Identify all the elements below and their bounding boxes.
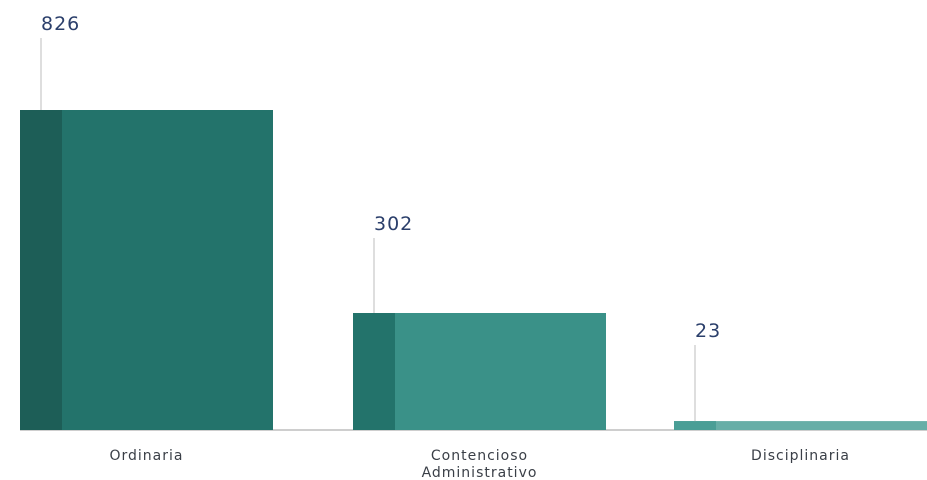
category-label-1-line-0: Contencioso bbox=[431, 448, 528, 464]
category-label-2: Disciplinaria bbox=[751, 448, 850, 464]
bar-accent-1 bbox=[353, 313, 395, 430]
category-label-1-line-1: Administrativo bbox=[422, 465, 538, 480]
bar-accent-0 bbox=[20, 110, 62, 430]
bars-group bbox=[20, 110, 927, 430]
category-label-0: Ordinaria bbox=[110, 448, 184, 464]
value-label-1: 302 bbox=[374, 213, 413, 235]
labels-group: 826 Ordinaria 302 ContenciosoAdministrativo… bbox=[40, 13, 850, 480]
bar-0 bbox=[20, 110, 273, 430]
bar-2 bbox=[674, 421, 927, 430]
bar-accent-2 bbox=[674, 421, 716, 430]
value-label-2: 23 bbox=[695, 320, 721, 342]
value-label-0: 826 bbox=[41, 13, 80, 35]
bar-1 bbox=[353, 313, 606, 430]
